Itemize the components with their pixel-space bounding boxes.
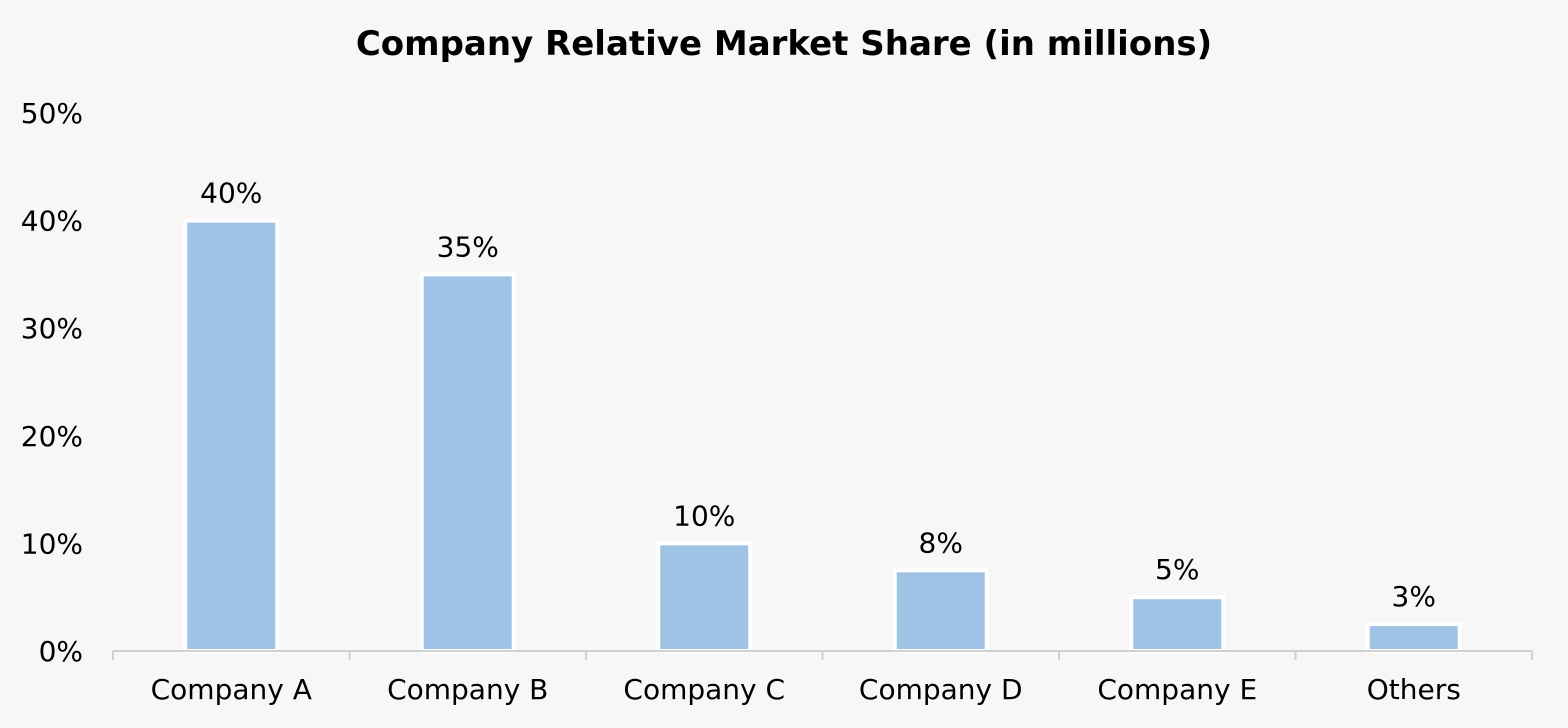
y-tick-label: 0% <box>39 635 83 668</box>
y-tick-label: 30% <box>21 312 83 345</box>
y-tick-label: 50% <box>21 97 83 130</box>
data-label: 40% <box>200 177 262 210</box>
y-tick-label: 40% <box>21 205 83 238</box>
bar-company-a <box>183 218 280 653</box>
bar-others <box>1365 622 1462 653</box>
bar-company-b <box>419 272 516 653</box>
y-tick-label: 20% <box>21 420 83 453</box>
x-tick-label: Others <box>1367 673 1461 706</box>
x-tick-label: Company E <box>1097 673 1257 706</box>
bars-group <box>183 218 1462 654</box>
x-axis <box>112 650 1533 660</box>
data-label: 5% <box>1155 553 1199 586</box>
y-tick-label: 10% <box>21 527 83 560</box>
category-labels: Company A Company B Company C Company D Comp… <box>151 673 1461 706</box>
chart-title: Company Relative Market Share (in millio… <box>355 24 1213 64</box>
x-tick-label: Company B <box>387 673 548 706</box>
y-axis-ticks: 0% 10% 20% 30% 40% 50% <box>21 97 83 668</box>
data-label: 3% <box>1392 580 1436 613</box>
data-label: 8% <box>919 526 963 559</box>
bar-company-d <box>892 568 989 653</box>
data-labels: 40% 35% 10% 8% 5% 3% <box>200 177 1436 613</box>
x-tick-label: Company A <box>151 673 312 706</box>
data-label: 35% <box>437 230 499 263</box>
bar-company-e <box>1129 595 1226 654</box>
x-tick-label: Company C <box>623 673 785 706</box>
bar-company-c <box>656 541 753 654</box>
x-tick-label: Company D <box>859 673 1023 706</box>
data-label: 10% <box>673 499 735 532</box>
